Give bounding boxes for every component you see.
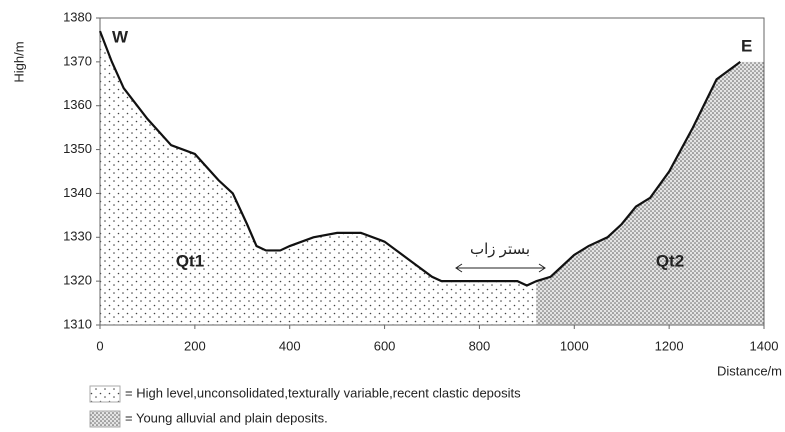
x-tick-label: 800 <box>469 338 491 353</box>
y-tick-label: 1370 <box>63 53 92 68</box>
y-tick-label: 1360 <box>63 97 92 112</box>
chart: High/m Distance/m W E Qt1 Qt2 بستر زاب =… <box>0 0 785 432</box>
x-tick-label: 1400 <box>750 338 779 353</box>
y-tick-label: 1350 <box>63 141 92 156</box>
x-tick-label: 0 <box>96 338 103 353</box>
legend-label: = High level,unconsolidated,texturally v… <box>125 385 521 400</box>
x-tick-label: 1000 <box>560 338 589 353</box>
east-label: E <box>741 36 752 55</box>
river-arrow <box>456 264 545 272</box>
qt1-label: Qt1 <box>176 251 204 270</box>
x-tick-label: 600 <box>374 338 396 353</box>
west-label: W <box>112 27 129 46</box>
x-tick-label: 1200 <box>655 338 684 353</box>
legend-swatch <box>90 411 120 427</box>
y-tick-label: 1330 <box>63 229 92 244</box>
y-tick-label: 1310 <box>63 316 92 331</box>
y-tick-label: 1340 <box>63 185 92 200</box>
y-axis-label: High/m <box>11 41 26 82</box>
y-tick-label: 1380 <box>63 9 92 24</box>
legend-swatch <box>90 386 120 402</box>
deposit-area <box>536 62 764 325</box>
x-tick-label: 200 <box>184 338 206 353</box>
river-label: بستر زاب <box>470 241 530 258</box>
x-tick-label: 400 <box>279 338 301 353</box>
qt2-label: Qt2 <box>656 251 684 270</box>
y-tick-label: 1320 <box>63 273 92 288</box>
legend-label: = Young alluvial and plain deposits. <box>125 410 328 425</box>
x-axis-label: Distance/m <box>717 363 782 378</box>
